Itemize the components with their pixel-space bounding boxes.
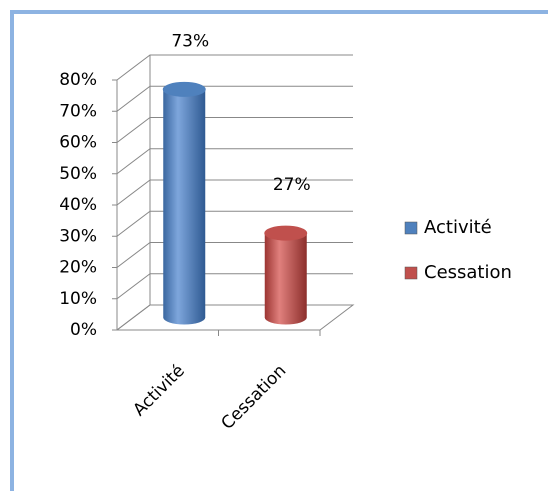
legend-swatch [404, 266, 418, 280]
y-tick-label: 40% [59, 195, 97, 215]
bar-top [162, 81, 206, 97]
bar-top [264, 225, 308, 241]
grid-line [116, 85, 353, 112]
grid-line [116, 210, 353, 237]
frame [10, 10, 548, 491]
legend-label: Activité [424, 217, 492, 238]
value-label: 73% [171, 31, 209, 51]
y-tick-label: 80% [59, 70, 97, 90]
legend-label: Cessation [424, 262, 512, 283]
bar [264, 233, 307, 318]
y-tick-label: 60% [59, 133, 97, 153]
grid-line [116, 179, 353, 206]
grid-line [116, 54, 353, 81]
y-tick-label: 30% [59, 226, 97, 246]
value-label: 27% [273, 175, 311, 195]
y-tick-label: 10% [59, 289, 97, 309]
bar [163, 89, 206, 318]
y-tick-label: 20% [59, 258, 97, 278]
y-tick-label: 50% [59, 164, 97, 184]
grid-line [116, 117, 353, 143]
y-tick-label: 70% [59, 101, 97, 121]
grid-line [116, 148, 353, 175]
legend-swatch [404, 221, 418, 235]
y-tick-label: 0% [70, 320, 97, 340]
